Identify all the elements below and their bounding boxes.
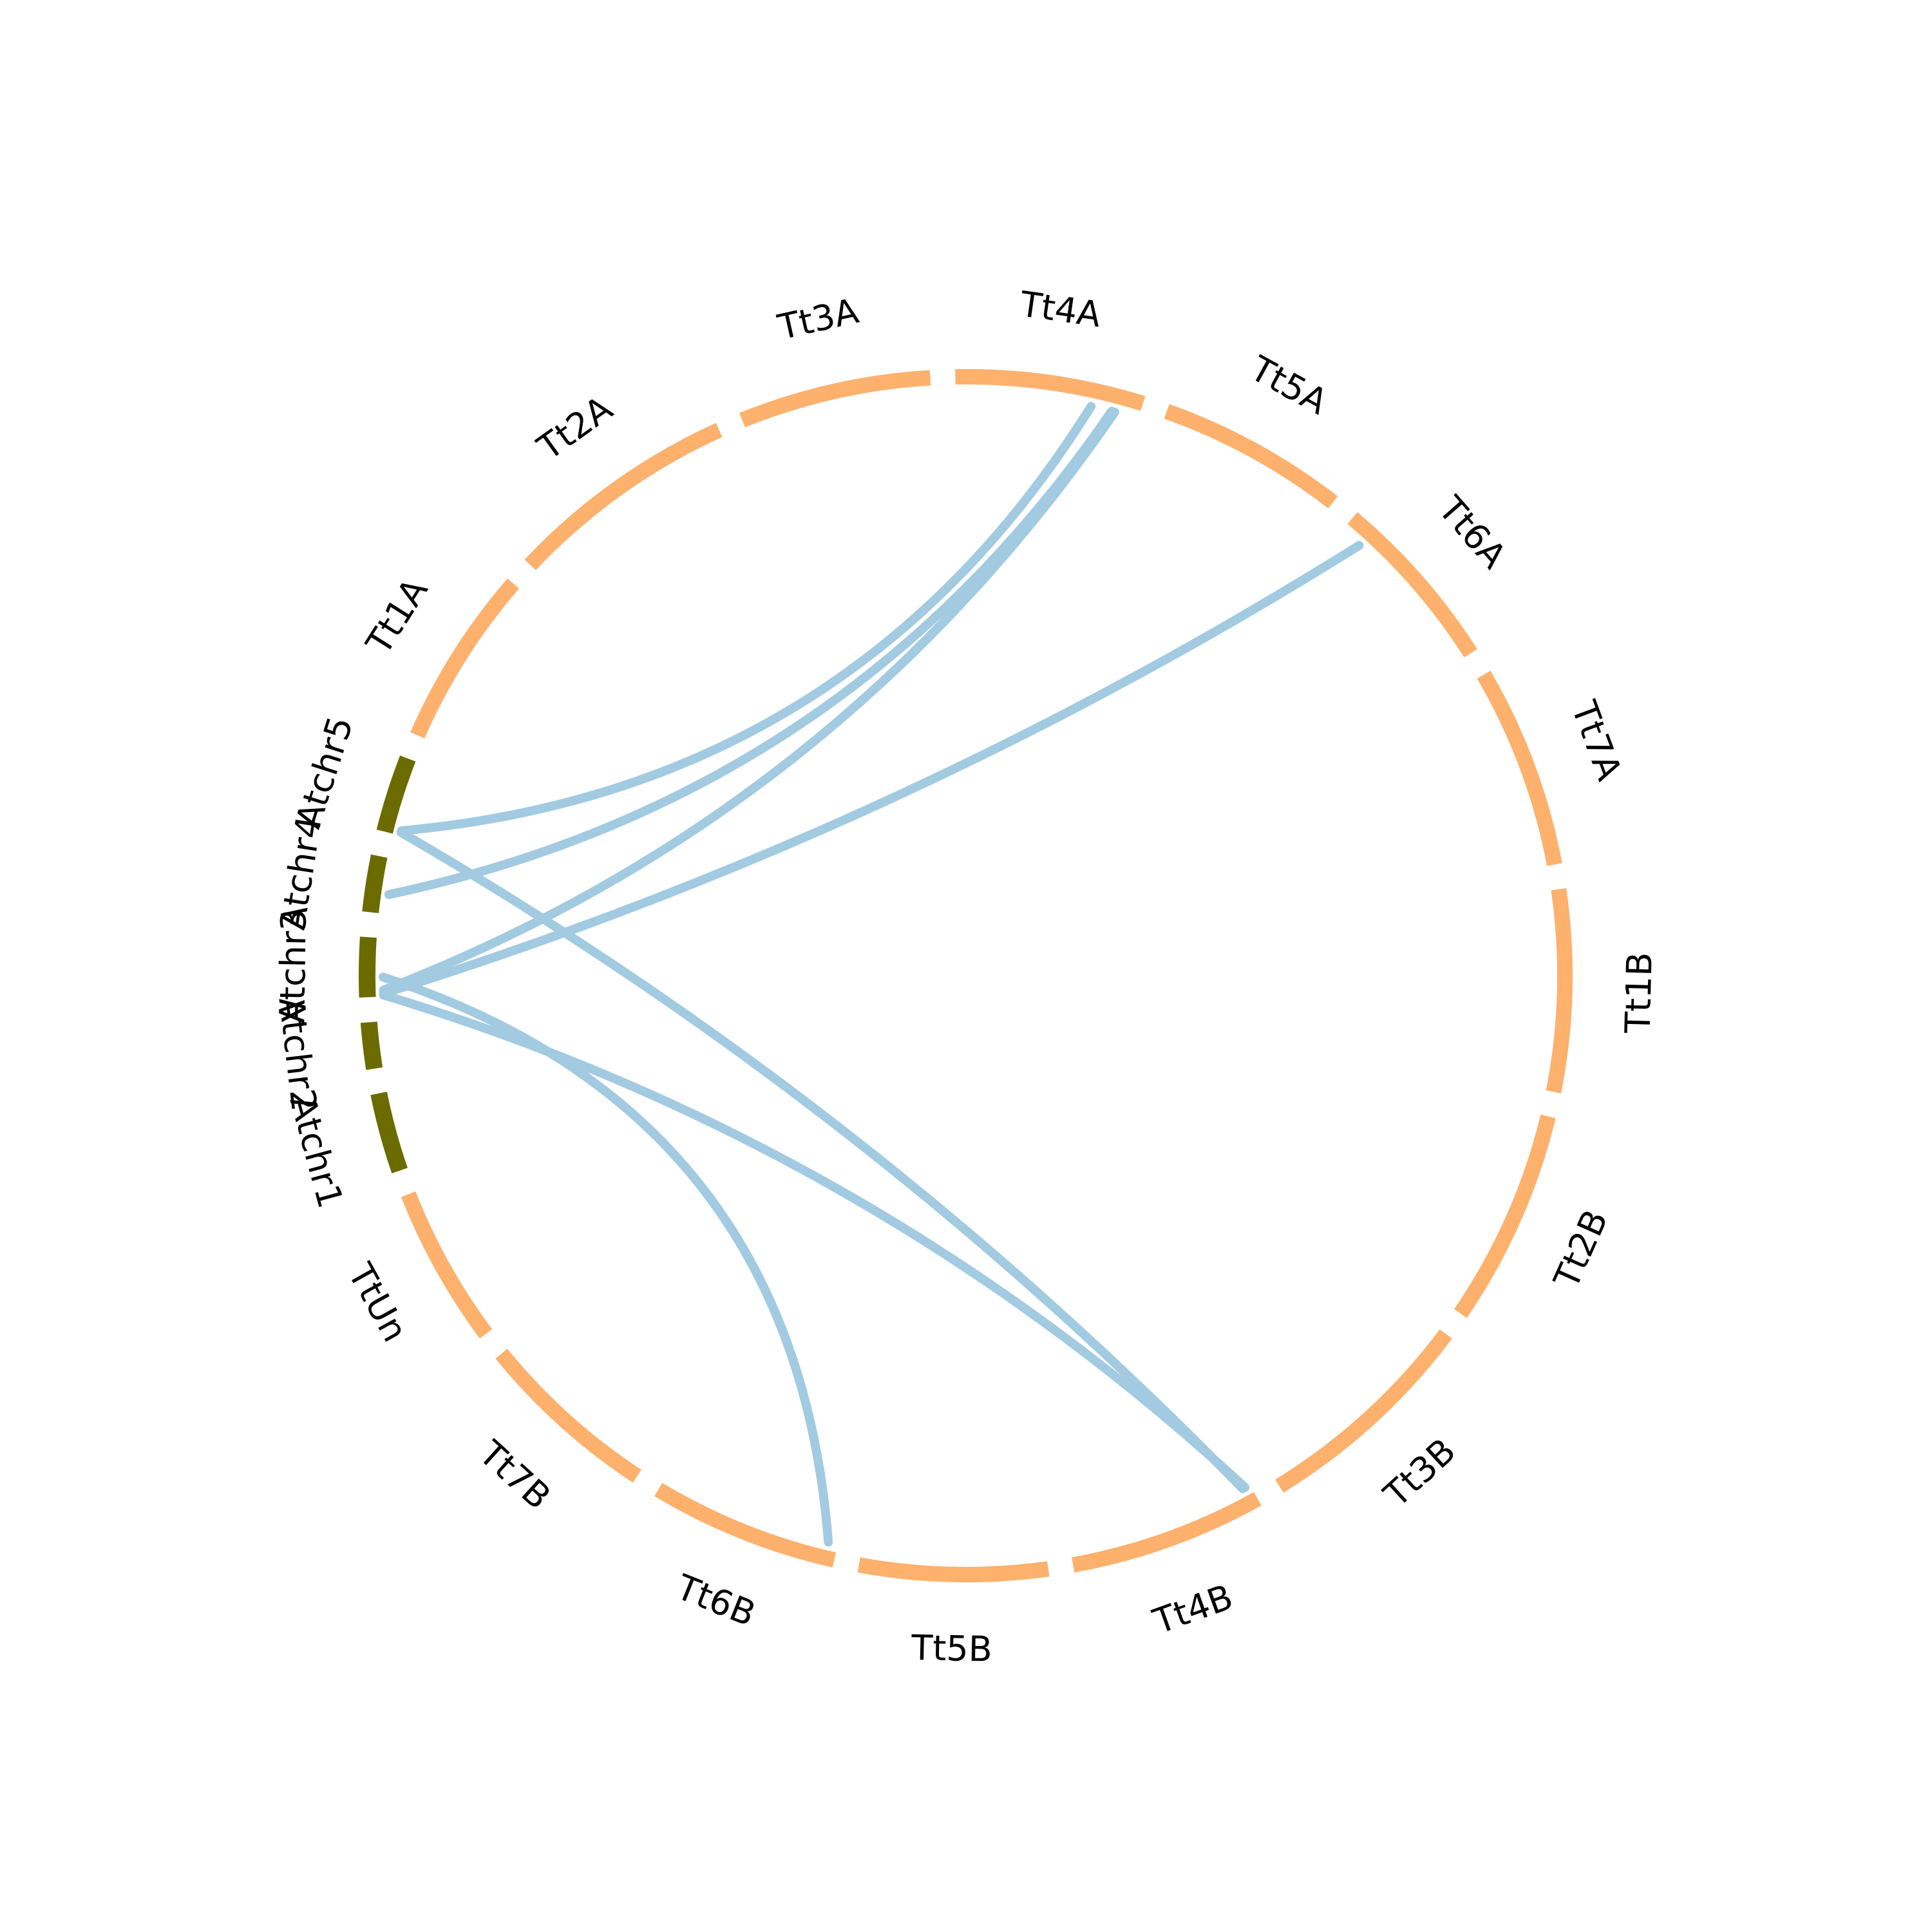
chromosome-segment-tt1b [1546, 888, 1573, 1094]
link-atchr5-tt4b-6 [396, 828, 1247, 1493]
chromosome-segment-tt4b [1072, 1492, 1262, 1573]
chromosome-segment-ttun [401, 1191, 493, 1339]
chromosome-segment-tt7b [495, 1349, 641, 1483]
chromosome-segment-atchr4 [362, 854, 388, 913]
chromosome-segment-tt3b [1275, 1329, 1452, 1493]
chromosome-segment-tt5a [1164, 404, 1338, 509]
chromosome-segment-tt2a [524, 422, 723, 571]
chromosome-segment-tt3a [739, 370, 931, 428]
chromosome-segment-tt7a [1477, 670, 1562, 866]
chromosome-segment-tt1a [410, 578, 520, 739]
chromosome-ring [359, 369, 1573, 1582]
links-layer [379, 402, 1364, 1547]
link-atchr4-tt4a-4 [384, 406, 1117, 900]
chromosome-segment-tt6a [1347, 512, 1477, 658]
chromosome-segment-tt4a [955, 369, 1146, 411]
chromosome-segment-atchr1 [370, 1092, 408, 1174]
chromosome-segment-atchr3 [359, 936, 377, 998]
chromosome-segment-tt5b [857, 1557, 1050, 1582]
chromosome-segment-tt2b [1454, 1114, 1556, 1318]
chromosome-segment-atchr2 [360, 1021, 383, 1070]
link-atchr3-tt6b-3 [379, 972, 833, 1547]
chromosome-label-tt5b: Tt5B [911, 1627, 993, 1670]
link-atchr5-tt4a-5 [397, 402, 1096, 836]
link-atchr3-tt6a-0 [379, 540, 1364, 998]
chromosome-segment-tt6b [654, 1482, 837, 1567]
chromosome-label-atchr3: Atchr3 [272, 909, 314, 1024]
chromosome-segment-atchr5 [376, 755, 416, 834]
chromosome-label-tt1b: Tt1B [1618, 952, 1660, 1034]
